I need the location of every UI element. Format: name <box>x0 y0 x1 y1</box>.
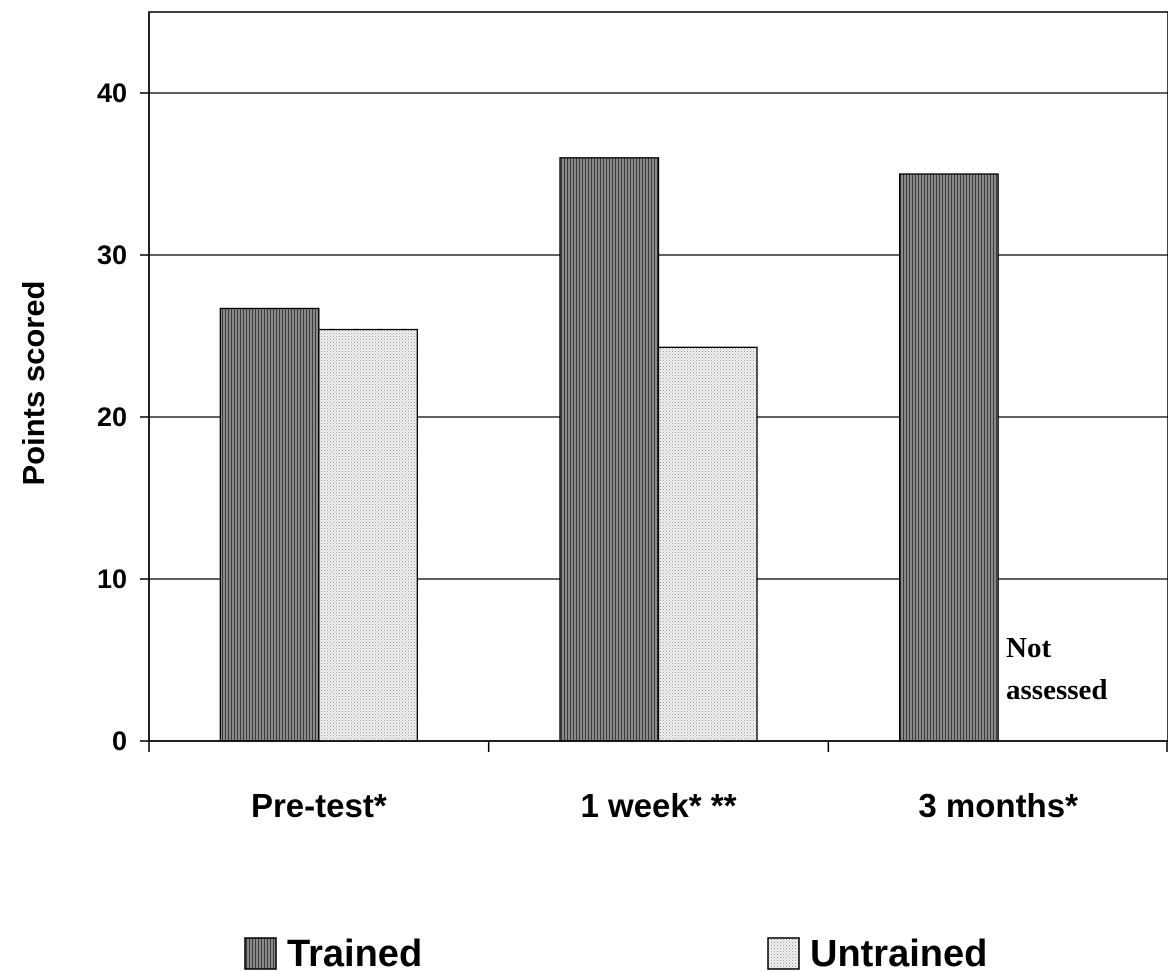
bar-untrained-2 <box>657 346 758 742</box>
legend-swatch-trained <box>244 937 277 970</box>
y-tick-label-40: 40 <box>97 78 127 108</box>
bar-trained-3 <box>899 173 999 742</box>
axes <box>140 12 1168 752</box>
x-category-label-2: 1 week* ** <box>581 787 737 824</box>
legend-label-trained: Trained <box>287 933 422 972</box>
annotation-line-2: assessed <box>1006 674 1108 706</box>
not-assessed-annotation: Not assessed <box>1006 632 1108 706</box>
legend-swatch-untrained <box>767 937 800 970</box>
bar-trained-2 <box>559 157 660 742</box>
x-category-label-3: 3 months* <box>918 787 1078 824</box>
y-tick-label-10: 10 <box>97 564 127 594</box>
legend-item-trained: Trained <box>244 933 422 972</box>
bar-trained-1 <box>219 307 320 742</box>
x-category-label-1: Pre-test* <box>251 787 387 824</box>
legend: Trained Untrained <box>244 933 987 972</box>
y-tick-labels: 0 10 20 30 40 <box>97 78 127 756</box>
y-tick-label-20: 20 <box>97 402 127 432</box>
y-tick-label-30: 30 <box>97 240 127 270</box>
legend-label-untrained: Untrained <box>810 933 987 972</box>
x-category-labels: Pre-test* 1 week* ** 3 months* <box>251 787 1078 824</box>
bar-untrained-1 <box>318 328 418 742</box>
annotation-line-1: Not <box>1006 632 1051 664</box>
y-tick-label-0: 0 <box>112 726 127 756</box>
bars <box>219 157 999 742</box>
legend-item-untrained: Untrained <box>767 933 987 972</box>
y-axis-title: Points scored <box>16 281 51 486</box>
